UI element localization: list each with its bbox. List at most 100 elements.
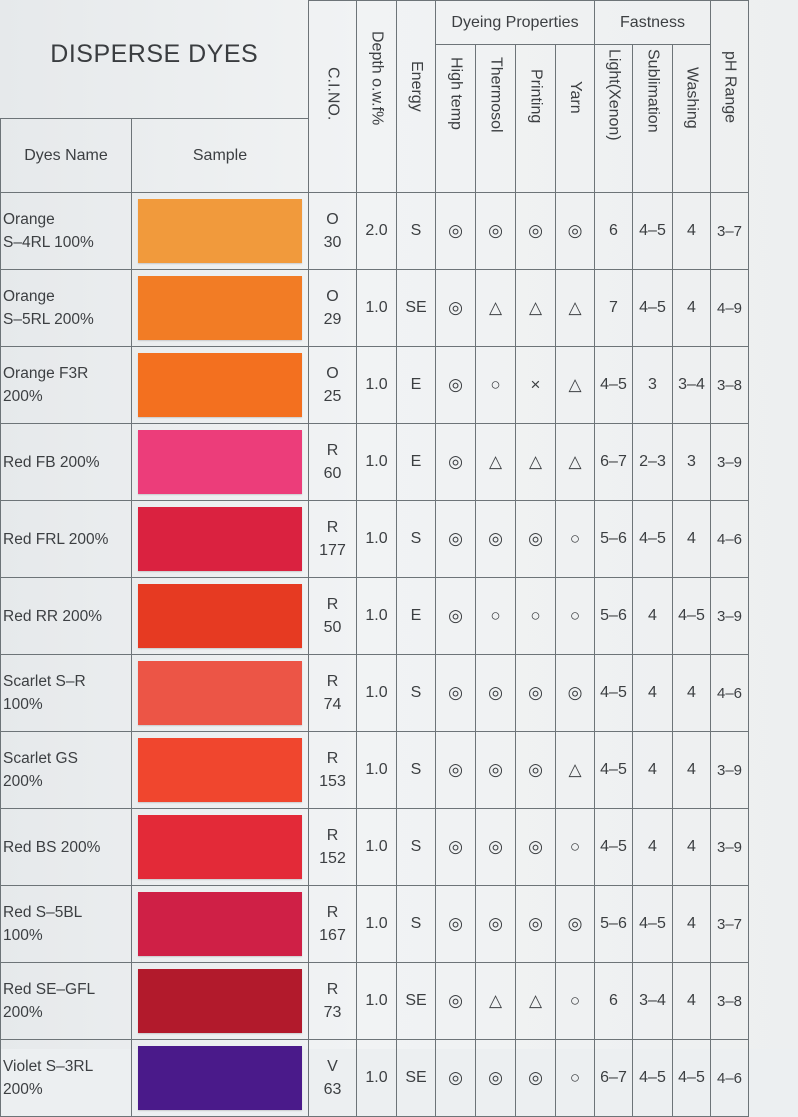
header-yarn: Yarn bbox=[555, 44, 595, 193]
table-row: Scarlet GS 200% R 153 1.0 S ◎ ◎ ◎ △ 4–5 4 4 3–9 bbox=[0, 731, 789, 809]
printing-cell: ◎ bbox=[515, 885, 556, 963]
thermosol-cell: △ bbox=[475, 269, 516, 347]
light-cell: 5–6 bbox=[594, 885, 633, 963]
ci-no-cell: R 50 bbox=[308, 577, 357, 655]
fabric-swatch bbox=[138, 353, 302, 417]
ci-letter: R bbox=[326, 519, 339, 536]
dye-name-line2: S–4RL 100% bbox=[3, 234, 94, 251]
table-row: Violet S–3RL 200% V 63 1.0 SE ◎ ◎ ◎ ○ 6–7 4–5 4–5 4–6 bbox=[0, 1039, 789, 1117]
high-temp-cell: ◎ bbox=[435, 423, 476, 501]
ci-no-cell: R 153 bbox=[308, 731, 357, 809]
thermosol-cell: ○ bbox=[475, 346, 516, 424]
dye-name-cell: Red BS 200% bbox=[0, 808, 132, 886]
dye-name-line2: 100% bbox=[3, 696, 43, 713]
ci-letter: R bbox=[326, 827, 339, 844]
dye-name-line2: 200% bbox=[3, 773, 43, 790]
fabric-swatch bbox=[138, 507, 302, 571]
energy-cell: S bbox=[396, 885, 436, 963]
energy-cell: S bbox=[396, 731, 436, 809]
sublimation-cell: 4 bbox=[632, 654, 673, 732]
yarn-cell: △ bbox=[555, 423, 595, 501]
ci-no-cell: R 152 bbox=[308, 808, 357, 886]
washing-cell: 3–4 bbox=[672, 346, 711, 424]
thermosol-cell: ○ bbox=[475, 577, 516, 655]
ph-cell: 4–9 bbox=[710, 269, 749, 347]
washing-cell: 4 bbox=[672, 192, 711, 270]
ci-letter: R bbox=[326, 904, 339, 921]
yarn-cell: ◎ bbox=[555, 885, 595, 963]
sublimation-cell: 4 bbox=[632, 577, 673, 655]
dye-name-line1: Orange F3R bbox=[3, 365, 89, 382]
sample-cell bbox=[131, 577, 309, 655]
ci-no-cell: R 73 bbox=[308, 962, 357, 1040]
energy-cell: S bbox=[396, 192, 436, 270]
fabric-swatch bbox=[138, 815, 302, 879]
sample-cell bbox=[131, 346, 309, 424]
header-energy: Energy bbox=[396, 0, 436, 193]
header-light-xenon: Light(Xenon) bbox=[594, 44, 633, 193]
yarn-cell: ◎ bbox=[555, 654, 595, 732]
light-cell: 6–7 bbox=[594, 1039, 633, 1117]
dye-name-line2: 200% bbox=[3, 1081, 43, 1098]
depth-cell: 1.0 bbox=[356, 731, 397, 809]
printing-cell: ○ bbox=[515, 577, 556, 655]
ci-letter: R bbox=[326, 673, 339, 690]
energy-cell: E bbox=[396, 346, 436, 424]
yarn-cell: △ bbox=[555, 269, 595, 347]
ph-cell: 4–6 bbox=[710, 1039, 749, 1117]
light-cell: 4–5 bbox=[594, 654, 633, 732]
ci-number: 152 bbox=[319, 850, 346, 867]
dye-name-line1: Scarlet GS bbox=[3, 750, 78, 767]
washing-cell: 4–5 bbox=[672, 1039, 711, 1117]
dye-name-cell: Red FB 200% bbox=[0, 423, 132, 501]
washing-cell: 4 bbox=[672, 962, 711, 1040]
ci-number: 177 bbox=[319, 542, 346, 559]
high-temp-cell: ◎ bbox=[435, 808, 476, 886]
printing-cell: ◎ bbox=[515, 654, 556, 732]
ph-cell: 3–9 bbox=[710, 423, 749, 501]
depth-cell: 1.0 bbox=[356, 1039, 397, 1117]
header-high-temp: High temp bbox=[435, 44, 476, 193]
ci-no-cell: V 63 bbox=[308, 1039, 357, 1117]
ci-number: 50 bbox=[323, 619, 342, 636]
printing-cell: ◎ bbox=[515, 1039, 556, 1117]
dye-name-cell: Red SE–GFL 200% bbox=[0, 962, 132, 1040]
dye-name-line1: Red BS 200% bbox=[3, 838, 101, 856]
sample-cell bbox=[131, 423, 309, 501]
table-row: Red S–5BL 100% R 167 1.0 S ◎ ◎ ◎ ◎ 5–6 4–5 4 3–7 bbox=[0, 885, 789, 963]
energy-cell: SE bbox=[396, 1039, 436, 1117]
light-cell: 4–5 bbox=[594, 346, 633, 424]
ph-cell: 3–9 bbox=[710, 577, 749, 655]
energy-cell: S bbox=[396, 654, 436, 732]
table-row: Red FRL 200% R 177 1.0 S ◎ ◎ ◎ ○ 5–6 4–5 4 4–6 bbox=[0, 500, 789, 578]
fabric-swatch bbox=[138, 892, 302, 956]
dye-name-line1: Orange bbox=[3, 211, 55, 228]
ci-letter: R bbox=[326, 981, 339, 998]
header-ph-range: pH Range bbox=[710, 0, 749, 193]
high-temp-cell: ◎ bbox=[435, 346, 476, 424]
energy-cell: S bbox=[396, 808, 436, 886]
depth-cell: 1.0 bbox=[356, 500, 397, 578]
ph-cell: 4–6 bbox=[710, 500, 749, 578]
yarn-cell: ◎ bbox=[555, 192, 595, 270]
header-sample: Sample bbox=[131, 118, 309, 193]
depth-cell: 1.0 bbox=[356, 962, 397, 1040]
dye-name-line2: 200% bbox=[3, 1004, 43, 1021]
ci-number: 153 bbox=[319, 773, 346, 790]
depth-cell: 2.0 bbox=[356, 192, 397, 270]
depth-cell: 1.0 bbox=[356, 654, 397, 732]
energy-cell: SE bbox=[396, 962, 436, 1040]
thermosol-cell: ◎ bbox=[475, 192, 516, 270]
fabric-swatch bbox=[138, 199, 302, 263]
depth-cell: 1.0 bbox=[356, 885, 397, 963]
ph-cell: 3–8 bbox=[710, 962, 749, 1040]
table-row: Red BS 200% R 152 1.0 S ◎ ◎ ◎ ○ 4–5 4 4 3–9 bbox=[0, 808, 789, 886]
dye-name-line1: Scarlet S–R bbox=[3, 673, 86, 690]
high-temp-cell: ◎ bbox=[435, 731, 476, 809]
ci-number: 167 bbox=[319, 927, 346, 944]
ph-cell: 3–9 bbox=[710, 731, 749, 809]
washing-cell: 4 bbox=[672, 654, 711, 732]
ci-number: 29 bbox=[323, 311, 342, 328]
high-temp-cell: ◎ bbox=[435, 192, 476, 270]
